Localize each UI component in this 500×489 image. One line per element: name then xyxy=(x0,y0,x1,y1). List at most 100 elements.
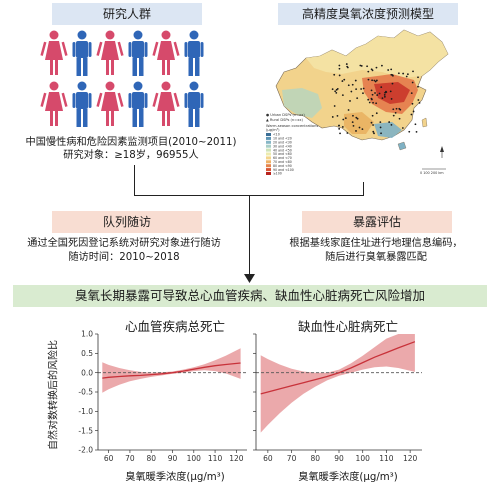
site-marker xyxy=(334,90,337,93)
site-marker xyxy=(383,93,386,96)
chart-title-ihd: 缺血性心脏病死亡 xyxy=(297,319,398,334)
site-marker xyxy=(338,64,341,67)
site-marker xyxy=(417,85,419,88)
site-marker xyxy=(367,70,370,73)
site-marker xyxy=(371,93,374,96)
map-legend: ● Urban DSPs (n=xx) ▲ Rural DSPs (n=xx) … xyxy=(266,113,318,176)
svg-text:(μg/m³): (μg/m³) xyxy=(266,128,280,132)
y-tick-label: 0.5 xyxy=(81,349,93,358)
male-person-icon xyxy=(72,81,92,127)
site-marker xyxy=(352,114,354,117)
site-marker xyxy=(367,98,370,101)
legend-swatch xyxy=(266,160,271,164)
site-marker xyxy=(341,80,344,82)
site-marker xyxy=(418,101,421,104)
site-marker xyxy=(391,82,394,85)
x-tick-label: 80 xyxy=(311,454,321,463)
site-marker xyxy=(379,121,382,124)
legend-bin-label: 90 and <100 xyxy=(273,168,294,172)
x-tick-label: 100 xyxy=(187,454,202,463)
site-marker xyxy=(352,124,355,127)
ozone-map: ● Urban DSPs (n=xx) ▲ Rural DSPs (n=xx) … xyxy=(262,28,470,178)
site-marker xyxy=(333,73,336,76)
site-marker xyxy=(375,66,378,69)
site-marker xyxy=(375,102,378,105)
site-marker xyxy=(372,101,374,104)
site-marker xyxy=(341,126,344,128)
site-marker xyxy=(356,117,359,120)
legend-swatch xyxy=(266,168,271,172)
site-marker xyxy=(411,81,414,84)
female-person-icon xyxy=(96,30,124,75)
site-marker xyxy=(338,74,341,77)
legend-swatch xyxy=(266,136,271,140)
legend-bin-label: 20 and <30 xyxy=(273,141,292,145)
x-tick-label: 90 xyxy=(334,454,344,463)
legend-swatch xyxy=(266,148,271,152)
site-marker xyxy=(359,64,362,67)
male-person-icon xyxy=(128,30,148,76)
map-scale-bar: 0 100 200 km xyxy=(420,168,446,175)
site-marker xyxy=(356,97,359,100)
legend-swatch xyxy=(266,152,271,156)
site-marker xyxy=(335,88,338,91)
male-person-icon xyxy=(72,30,92,76)
site-marker xyxy=(390,123,393,126)
site-marker xyxy=(385,90,387,93)
cohort-method-text: 通过全国死因登记系统对研究对象进行随访 xyxy=(27,238,221,249)
site-marker xyxy=(358,126,361,129)
legend-bin-label: 10 and <20 xyxy=(273,137,292,141)
site-marker xyxy=(346,65,349,68)
legend-swatch xyxy=(266,133,271,136)
map-compass xyxy=(440,146,444,158)
female-person-icon xyxy=(152,30,180,75)
estimate-line xyxy=(260,341,416,395)
site-marker xyxy=(379,126,382,129)
site-marker xyxy=(389,90,392,93)
site-marker xyxy=(417,76,419,79)
site-marker xyxy=(380,132,382,135)
site-marker xyxy=(366,65,369,68)
legend-swatch xyxy=(266,144,271,148)
male-person-icon xyxy=(184,81,204,127)
site-marker xyxy=(417,99,420,101)
site-marker xyxy=(410,92,413,94)
svg-text:● Urban DSPs (n=xx): ● Urban DSPs (n=xx) xyxy=(266,113,305,117)
site-marker xyxy=(344,117,347,119)
confidence-band xyxy=(102,348,241,393)
site-marker xyxy=(333,105,336,107)
site-marker xyxy=(370,121,373,124)
legend-swatch xyxy=(266,156,271,160)
site-marker xyxy=(370,89,373,92)
site-marker xyxy=(362,87,365,90)
y-tick-label: 0.0 xyxy=(81,368,93,377)
cohort-header: 队列随访 xyxy=(52,211,202,233)
site-marker xyxy=(351,83,354,86)
site-markers xyxy=(331,63,421,135)
x-tick-label: 110 xyxy=(208,454,223,463)
site-marker xyxy=(343,78,346,81)
site-marker xyxy=(371,79,374,82)
site-marker xyxy=(412,70,414,73)
female-person-icon xyxy=(40,81,68,126)
site-marker xyxy=(362,92,364,95)
site-marker xyxy=(372,130,375,133)
chart-title-cvd: 心血管疾病总死亡 xyxy=(124,319,225,334)
x-tick-label: 70 xyxy=(125,454,135,463)
site-marker xyxy=(408,130,411,133)
china-map-shape xyxy=(275,29,449,151)
site-marker xyxy=(373,132,375,135)
arrow-down-icon xyxy=(244,274,255,283)
site-marker xyxy=(345,63,348,65)
connector-line-left xyxy=(134,165,135,195)
x-tick-label: 110 xyxy=(379,454,394,463)
site-marker xyxy=(378,92,381,95)
site-marker xyxy=(392,114,395,117)
connector-line-right xyxy=(363,182,364,195)
site-marker xyxy=(412,110,415,113)
exposure-match-text: 随后进行臭氧暴露匹配 xyxy=(325,252,427,263)
site-marker xyxy=(388,121,391,123)
site-marker xyxy=(338,124,340,127)
site-marker xyxy=(375,112,378,115)
site-marker xyxy=(401,127,404,129)
